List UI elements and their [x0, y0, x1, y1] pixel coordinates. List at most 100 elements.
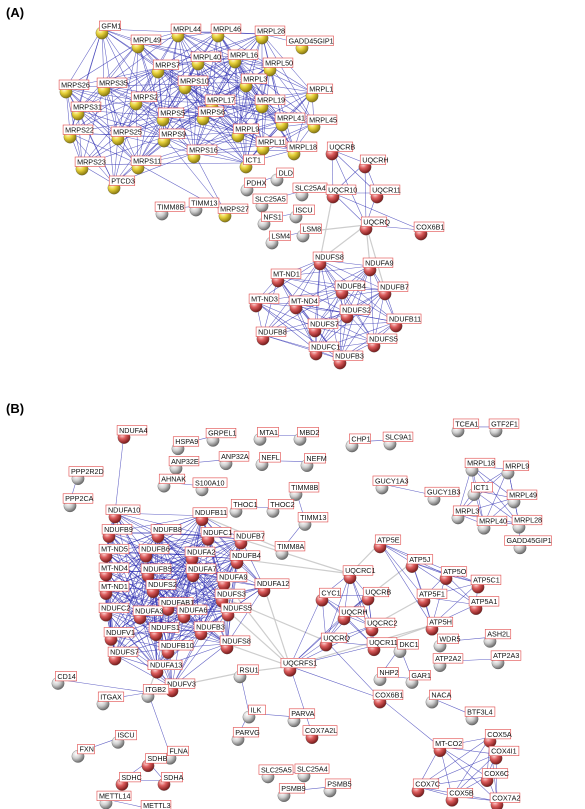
node-ndufa12[interactable]: NDUFA12 [254, 578, 290, 598]
node-ndufs5[interactable]: NDUFS5 [366, 333, 398, 353]
node-pdhx[interactable]: PDHX [240, 177, 267, 197]
node-mrpl41[interactable]: MRPL41 [274, 112, 306, 132]
node-cox7a2[interactable]: COX7A2 [489, 792, 520, 809]
node-ndufa13[interactable]: NDUFA13 [147, 659, 183, 679]
node-mrps22[interactable]: MRPS22 [62, 124, 94, 144]
node-uqcrq[interactable]: UQCRQ [359, 216, 391, 236]
node-naca[interactable]: NACA [425, 689, 452, 709]
node-mrpl45[interactable]: MRPL45 [306, 114, 338, 134]
node-cox5a[interactable]: COX5A [483, 729, 512, 748]
node-sdha[interactable]: SDHA [157, 772, 184, 791]
node-gfm1[interactable]: GFM1 [95, 20, 122, 40]
node-uqcr11[interactable]: UQCR11 [366, 637, 398, 657]
node-mrpl11[interactable]: MRPL11 [255, 136, 287, 156]
node-ndufb10[interactable]: NDUFB10 [158, 640, 194, 659]
node-timm13[interactable]: TIMM13 [188, 197, 220, 217]
node-ndufa4[interactable]: NDUFA4 [116, 425, 147, 444]
node-ndufs1[interactable]: NDUFS1 [148, 622, 180, 642]
node-mrps23[interactable]: MRPS23 [74, 156, 106, 176]
node-hspa9[interactable]: HSPA9 [171, 436, 200, 456]
node-uqcrc1[interactable]: UQCRC1 [342, 565, 375, 585]
node-iscu[interactable]: ISCU [289, 204, 315, 224]
node-lsm8[interactable]: LSM8 [296, 223, 322, 243]
node-ndufs2[interactable]: NDUFS2 [339, 304, 371, 324]
node-thoc1[interactable]: THOC1 [229, 499, 258, 518]
node-mrpl9[interactable]: MRPL9 [501, 460, 529, 480]
node-ndufc1[interactable]: NDUFC1 [308, 341, 340, 361]
node-mrpl40[interactable]: MRPL40 [190, 51, 222, 71]
node-anp32a[interactable]: ANP32A [218, 451, 250, 471]
node-btf3l4[interactable]: BTF3L4 [464, 706, 496, 726]
node-rsu1[interactable]: RSU1 [233, 664, 259, 684]
node-parva[interactable]: PARVA [287, 708, 316, 728]
node-ndufc2[interactable]: NDUFC2 [98, 602, 130, 622]
node-gadd45gip1[interactable]: GADD45GIP1 [286, 35, 334, 55]
node-nfs1[interactable]: NFS1 [257, 211, 283, 231]
node-wdr5[interactable]: WDR5 [433, 633, 461, 653]
node-psmb5[interactable]: PSMB5 [323, 778, 352, 798]
node-ndufb8[interactable]: NDUFB8 [255, 326, 287, 346]
node-mrpl46[interactable]: MRPL46 [210, 23, 242, 43]
node-ndufa6[interactable]: NDUFA6 [176, 604, 207, 624]
node-atp2a3[interactable]: ATP2A3 [490, 650, 522, 670]
node-mrps26[interactable]: MRPS26 [58, 79, 90, 99]
node-ndufa9[interactable]: NDUFA9 [362, 257, 393, 277]
node-atp5f1[interactable]: ATP5F1 [416, 588, 448, 608]
node-ndufb11[interactable]: NDUFB11 [386, 313, 422, 333]
node-slc25a5[interactable]: SLC25A5 [252, 193, 288, 213]
node-ndufb6[interactable]: NDUFB6 [138, 543, 170, 563]
node-ndufb8[interactable]: NDUFB8 [150, 524, 182, 543]
node-mbd2[interactable]: MBD2 [293, 427, 320, 446]
node-ict1[interactable]: ICT1 [467, 482, 493, 501]
node-mrpl18[interactable]: MRPL18 [286, 141, 318, 161]
node-ndufb3[interactable]: NDUFB3 [193, 621, 225, 641]
node-ash2l[interactable]: ASH2L [483, 629, 512, 648]
node-atp5h[interactable]: ATP5H [425, 616, 454, 636]
node-uqcrc2[interactable]: UQCRC2 [364, 617, 397, 637]
node-ndufv3[interactable]: NDUFV3 [164, 678, 196, 698]
node-timm8b[interactable]: TIMM8B [154, 201, 186, 221]
node-uqcrh[interactable]: UQCRH [337, 606, 368, 626]
node-ict1[interactable]: ICT1 [239, 154, 265, 174]
node-sdhc[interactable]: SDHC [115, 772, 142, 791]
node-uqcrh[interactable]: UQCRH [358, 154, 389, 174]
node-tcea1[interactable]: TCEA1 [451, 418, 480, 438]
node-mrps11[interactable]: MRPS11 [130, 155, 161, 175]
node-mrpl9[interactable]: MRPL9 [231, 123, 259, 143]
node-gucy1b3[interactable]: GUCY1B3 [424, 486, 461, 506]
node-cox4i1[interactable]: COX4I1 [488, 745, 520, 765]
node-gtf2f1[interactable]: GTF2F1 [488, 418, 520, 438]
node-gucy1a3[interactable]: GUCY1A3 [372, 475, 409, 495]
node-dld[interactable]: DLD [270, 167, 294, 187]
node-ndufc1[interactable]: NDUFC1 [200, 527, 232, 546]
node-ndufs8[interactable]: NDUFS8 [312, 251, 344, 271]
node-mrps6[interactable]: MRPS6 [196, 106, 225, 126]
node-thoc2[interactable]: THOC2 [266, 499, 295, 518]
node-grpel1[interactable]: GRPEL1 [205, 428, 236, 447]
node-slc25a5[interactable]: SLC25A5 [258, 764, 294, 784]
node-mrpl16[interactable]: MRPL16 [227, 49, 259, 69]
node-atp5e[interactable]: ATP5E [373, 534, 402, 554]
node-slc25a4[interactable]: SLC25A4 [292, 182, 328, 202]
node-anp32e[interactable]: ANP32E [168, 456, 200, 475]
node-mrps2[interactable]: MRPS2 [129, 91, 158, 111]
node-ndufb4[interactable]: NDUFB4 [334, 280, 366, 300]
node-fxn[interactable]: FXN [71, 744, 95, 763]
node-atp2a2[interactable]: ATP2A2 [432, 653, 464, 672]
node-mrpl40[interactable]: MRPL40 [476, 515, 508, 535]
node-uqcr10[interactable]: UQCR10 [325, 184, 357, 204]
node-mrps5[interactable]: MRPS5 [156, 107, 185, 127]
node-mrpl18[interactable]: MRPL18 [464, 457, 496, 477]
node-s100a10[interactable]: S100A10 [192, 477, 228, 497]
node-slc9a1[interactable]: SLC9A1 [382, 431, 414, 451]
node-mrps35[interactable]: MRPS35 [96, 77, 128, 97]
node-nhp2[interactable]: NHP2 [373, 667, 399, 687]
node-ppp2r2d[interactable]: PPP2R2D [68, 466, 104, 485]
node-ppp2ca[interactable]: PPP2CA [62, 493, 94, 513]
node-flna[interactable]: FLNA [163, 745, 189, 765]
node-itgax[interactable]: ITGAX [96, 691, 125, 711]
node-sdhb[interactable]: SDHB [141, 753, 168, 773]
node-ndufs7[interactable]: NDUFS7 [107, 646, 139, 666]
node-mrpl28[interactable]: MRPL28 [511, 514, 543, 534]
node-mrpl50[interactable]: MRPL50 [262, 57, 294, 77]
